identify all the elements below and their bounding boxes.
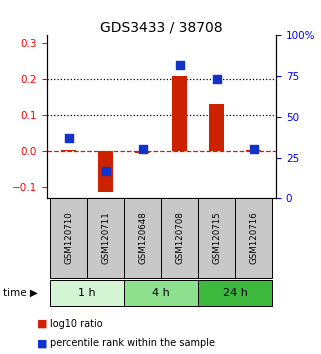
Bar [247, 150, 261, 151]
Bar [235, 198, 272, 278]
Bar [135, 151, 150, 153]
Text: time ▶: time ▶ [3, 288, 38, 298]
Text: 1 h: 1 h [78, 288, 96, 298]
Point [177, 62, 182, 68]
Point [214, 76, 219, 82]
Text: 4 h: 4 h [152, 288, 170, 298]
Bar [172, 76, 187, 151]
Text: GSM120711: GSM120711 [101, 212, 110, 264]
Bar [209, 104, 224, 151]
Text: GSM120715: GSM120715 [212, 212, 221, 264]
Text: 24 h: 24 h [223, 288, 248, 298]
Bar [161, 198, 198, 278]
Bar [198, 280, 272, 306]
Text: ■: ■ [37, 338, 48, 348]
Text: GSM120710: GSM120710 [64, 212, 73, 264]
Point [66, 135, 71, 141]
Bar [87, 198, 124, 278]
Text: GSM120708: GSM120708 [175, 212, 184, 264]
Bar [50, 280, 124, 306]
Point [251, 147, 256, 152]
Bar [61, 150, 76, 151]
Text: log10 ratio: log10 ratio [50, 319, 102, 329]
Text: GSM120716: GSM120716 [249, 212, 258, 264]
Bar [98, 151, 113, 192]
Title: GDS3433 / 38708: GDS3433 / 38708 [100, 20, 223, 34]
Bar [124, 198, 161, 278]
Text: ■: ■ [37, 319, 48, 329]
Bar [124, 280, 198, 306]
Bar [50, 198, 87, 278]
Point [103, 168, 108, 173]
Text: percentile rank within the sample: percentile rank within the sample [50, 338, 215, 348]
Text: GSM120648: GSM120648 [138, 212, 147, 264]
Point [140, 147, 145, 152]
Bar [198, 198, 235, 278]
